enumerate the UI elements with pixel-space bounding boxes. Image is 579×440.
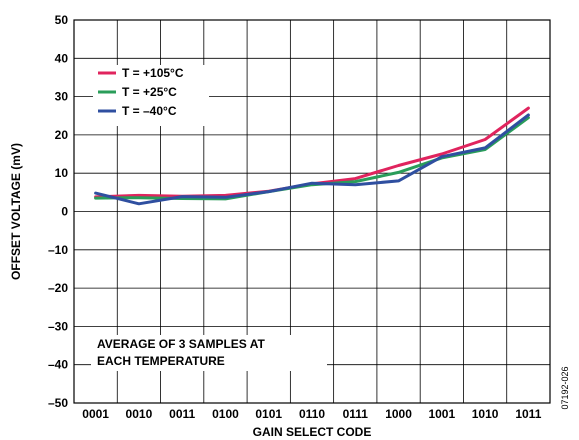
figure-id: 07192-026 — [560, 366, 570, 409]
legend: T = +105°C T = +25°C T = –40°C — [93, 65, 209, 126]
x-axis-title: GAIN SELECT CODE — [253, 425, 372, 439]
x-tick-label: 1010 — [472, 407, 499, 421]
series-lines — [94, 106, 530, 206]
y-tick-label: 0 — [61, 205, 68, 219]
x-tick-label: 1001 — [428, 407, 455, 421]
x-tick-label: 1000 — [385, 407, 412, 421]
legend-background — [93, 65, 209, 126]
y-tick-label: –10 — [48, 243, 68, 257]
y-axis-title: OFFSET VOLTAGE (mV) — [9, 143, 23, 280]
y-tick-label: –40 — [48, 358, 68, 372]
x-tick-label: 0011 — [169, 407, 195, 421]
annotation-box: AVERAGE OF 3 SAMPLES AT EACH TEMPERATURE — [91, 335, 327, 371]
y-tick-label: 20 — [55, 128, 69, 142]
x-tick-label: 0101 — [255, 407, 282, 421]
y-tick-labels: –50 –40 –30 –20 –10 0 10 20 30 40 50 — [48, 13, 68, 410]
annotation-background — [91, 335, 327, 371]
x-tick-label: 0111 — [343, 407, 369, 421]
x-tick-labels: 0001 0010 0011 0100 0101 0110 0111 1000 1001 1010… — [82, 407, 541, 421]
y-tick-label: 10 — [55, 166, 69, 180]
y-tick-label: –20 — [48, 281, 68, 295]
series-line-2 — [94, 113, 530, 206]
legend-label-0: T = +105°C — [122, 66, 184, 80]
y-tick-label: –30 — [48, 319, 68, 333]
y-tick-label: 50 — [55, 13, 69, 27]
y-tick-label: –50 — [48, 396, 68, 410]
annotation-line-1: AVERAGE OF 3 SAMPLES AT — [97, 337, 265, 351]
legend-label-1: T = +25°C — [122, 85, 177, 99]
x-tick-label: 0001 — [82, 407, 109, 421]
y-tick-label: 30 — [55, 90, 69, 104]
x-tick-label: 0100 — [212, 407, 239, 421]
x-tick-label: 0010 — [126, 407, 153, 421]
y-tick-label: 40 — [55, 51, 69, 65]
x-tick-label: 1011 — [515, 407, 541, 421]
plot-frame — [73, 19, 551, 404]
x-tick-label: 0110 — [299, 407, 325, 421]
legend-label-2: T = –40°C — [122, 104, 177, 118]
annotation-line-2: EACH TEMPERATURE — [97, 354, 225, 368]
